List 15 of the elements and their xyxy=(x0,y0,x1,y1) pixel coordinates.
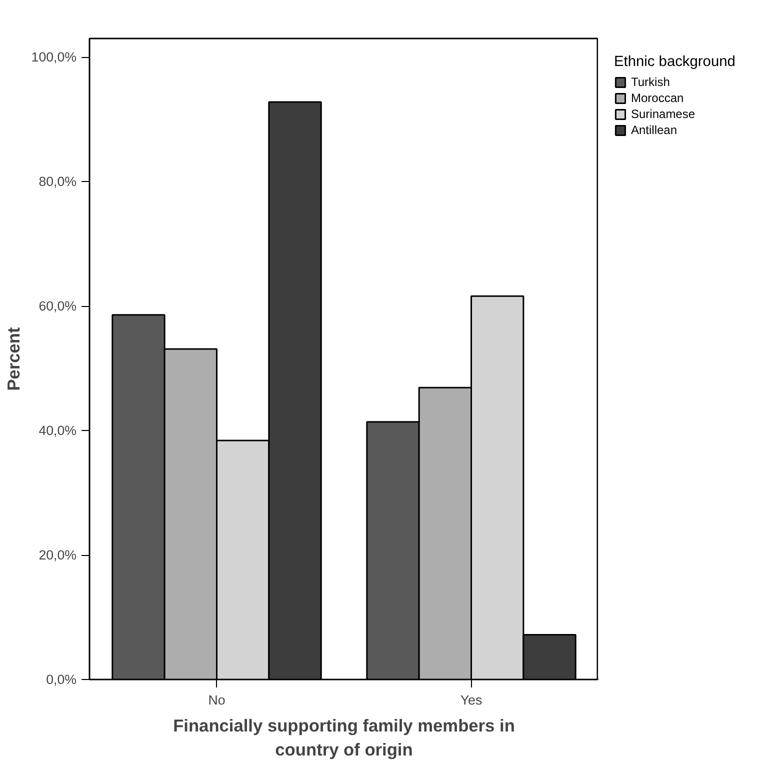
y-tick-label: 20,0% xyxy=(38,548,77,563)
y-tick-label: 0,0% xyxy=(46,672,77,687)
x-tick-label: No xyxy=(208,692,226,708)
y-tick-label: 40,0% xyxy=(38,423,77,438)
y-tick-label: 60,0% xyxy=(38,298,77,314)
legend-title: Ethnic background xyxy=(614,54,736,70)
x-axis-title: Financially supporting family members in country of origin xyxy=(173,716,515,760)
y-axis-title: Percent xyxy=(3,326,24,391)
legend-label: Surinamese xyxy=(631,107,696,121)
legend-label: Moroccan xyxy=(631,91,684,105)
y-tick-label: 100,0% xyxy=(31,50,77,65)
legend-label: Turkish xyxy=(631,75,670,89)
x-tick-label: Yes xyxy=(460,692,482,708)
y-tick-label: 80,0% xyxy=(38,174,77,190)
legend-label: Antillean xyxy=(631,123,678,137)
